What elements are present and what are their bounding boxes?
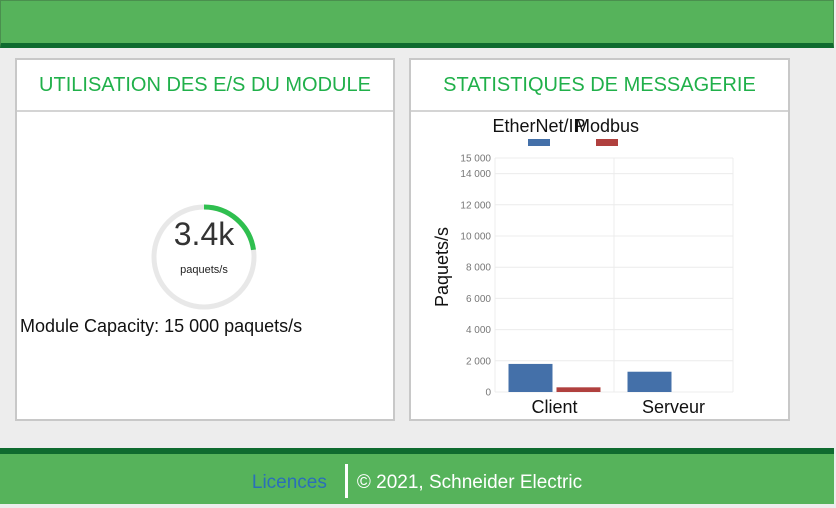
messaging-stats-title: STATISTIQUES DE MESSAGERIE [411, 60, 788, 112]
bar-ethernetip-client [508, 363, 553, 392]
y-tick-label: 0 [485, 388, 491, 399]
legend-label: Modbus [575, 116, 639, 136]
legend-swatch [528, 139, 550, 146]
copyright-text: © 2021, Schneider Electric [356, 472, 583, 494]
legend-label: EtherNet/IP [492, 116, 585, 136]
y-tick-label: 6 000 [466, 294, 491, 305]
messaging-stats-panel: STATISTIQUES DE MESSAGERIE 0 2 000 4 000 6 … [409, 58, 790, 421]
footer-links: Licences © 2021, Schneider Electric [0, 464, 834, 500]
gauge-unit: paquets/s [180, 264, 228, 276]
gauge-fill-arc [203, 204, 256, 251]
messaging-bar-chart: 0 2 000 4 000 6 000 8 000 10 000 12 000 14 000 1… [432, 116, 734, 417]
y-axis-label: Paquets/s [432, 227, 452, 307]
top-banner [0, 0, 834, 48]
footer: Licences © 2021, Schneider Electric [0, 448, 834, 504]
y-tick-label: 12 000 [460, 200, 491, 211]
x-tick-label: Serveur [642, 397, 705, 417]
footer-separator [344, 464, 348, 498]
gauge-value: 3.4k [173, 216, 235, 252]
x-tick-label: Client [531, 397, 577, 417]
legend-swatch [596, 139, 618, 146]
y-tick-label: 10 000 [460, 232, 491, 243]
y-tick-label: 15 000 [460, 154, 491, 165]
y-tick-label: 4 000 [466, 325, 491, 336]
module-io-usage-title: UTILISATION DES E/S DU MODULE [17, 60, 393, 112]
bar-ethernetip-serveur [627, 371, 672, 392]
y-tick-label: 14 000 [460, 169, 491, 180]
bar-modbus-client [556, 387, 601, 392]
y-tick-label: 2 000 [466, 356, 491, 367]
module-io-usage-panel: UTILISATION DES E/S DU MODULE 3.4k paque… [15, 58, 395, 421]
usage-gauge [151, 204, 257, 310]
module-capacity-text: Module Capacity: 15 000 paquets/s [20, 316, 303, 336]
licences-link[interactable]: Licences [251, 472, 327, 494]
y-tick-label: 8 000 [466, 263, 491, 274]
